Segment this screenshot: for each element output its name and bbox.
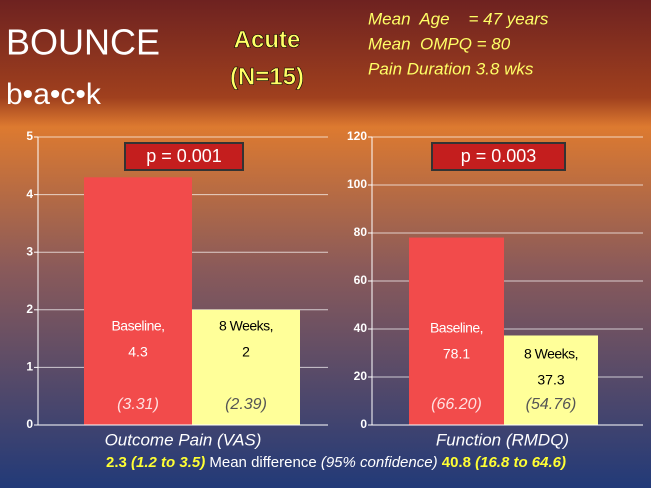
sd-label: (54.76) (526, 396, 577, 413)
y-tick-label: 20 (354, 369, 368, 383)
bar-category: Baseline, (111, 318, 164, 334)
bar (84, 177, 192, 425)
footer: 2.3 (1.2 to 3.5) Mean difference (95% co… (106, 454, 566, 471)
logo-top: BOUNCE (6, 22, 160, 63)
value-label: 4.3 (128, 344, 148, 360)
slide: BOUNCE b•a•c•k Acute (N=15) Mean Age = 4… (0, 0, 651, 488)
footer-label: (95% confidence) (321, 454, 438, 471)
stat: Pain Duration 3.8 wks (368, 59, 534, 78)
x-axis-label: Function (RMDQ) (436, 430, 569, 449)
bar-category: Baseline, (430, 320, 483, 336)
value-label: 2 (242, 344, 250, 360)
footer-ci: (1.2 to 3.5) (131, 454, 205, 471)
y-tick-label: 3 (26, 244, 33, 258)
value-label: 78.1 (443, 346, 470, 362)
y-tick-label: 120 (347, 129, 367, 143)
y-tick-label: 5 (26, 129, 33, 143)
subtitle: (N=15) (230, 63, 304, 90)
y-tick-label: 60 (354, 273, 368, 287)
title: Acute (234, 26, 301, 53)
annotation: p = 0.003 (461, 146, 537, 166)
y-tick-label: 40 (354, 321, 368, 335)
stat: Mean OMPQ = 80 (368, 34, 511, 53)
sd-label: (3.31) (117, 396, 159, 413)
stat: Mean Age = 47 years (368, 9, 549, 28)
annotation: p = 0.001 (146, 146, 222, 166)
bar-category: 8 Weeks, (219, 318, 273, 334)
sd-label: (66.20) (431, 396, 482, 413)
footer-label: Mean difference (209, 454, 316, 471)
x-axis-label: Outcome Pain (VAS) (105, 430, 262, 449)
y-tick-label: 1 (26, 360, 33, 374)
bar-category: 8 Weeks, (524, 346, 578, 362)
y-tick-label: 80 (354, 225, 368, 239)
footer-value: 40.8 (442, 454, 471, 471)
y-tick-label: 0 (360, 417, 367, 431)
value-label: 37.3 (537, 372, 564, 388)
page: {"header":{"logo":["BOUNCE","b•a•c•k"],"… (0, 0, 651, 488)
logo-bottom: b•a•c•k (6, 78, 102, 111)
footer-ci: (16.8 to 64.6) (475, 454, 566, 471)
y-tick-label: 2 (26, 302, 33, 316)
y-tick-label: 100 (347, 177, 367, 191)
y-tick-label: 4 (26, 187, 33, 201)
footer-value: 2.3 (106, 454, 127, 471)
sd-label: (2.39) (225, 396, 267, 413)
y-tick-label: 0 (26, 417, 33, 431)
